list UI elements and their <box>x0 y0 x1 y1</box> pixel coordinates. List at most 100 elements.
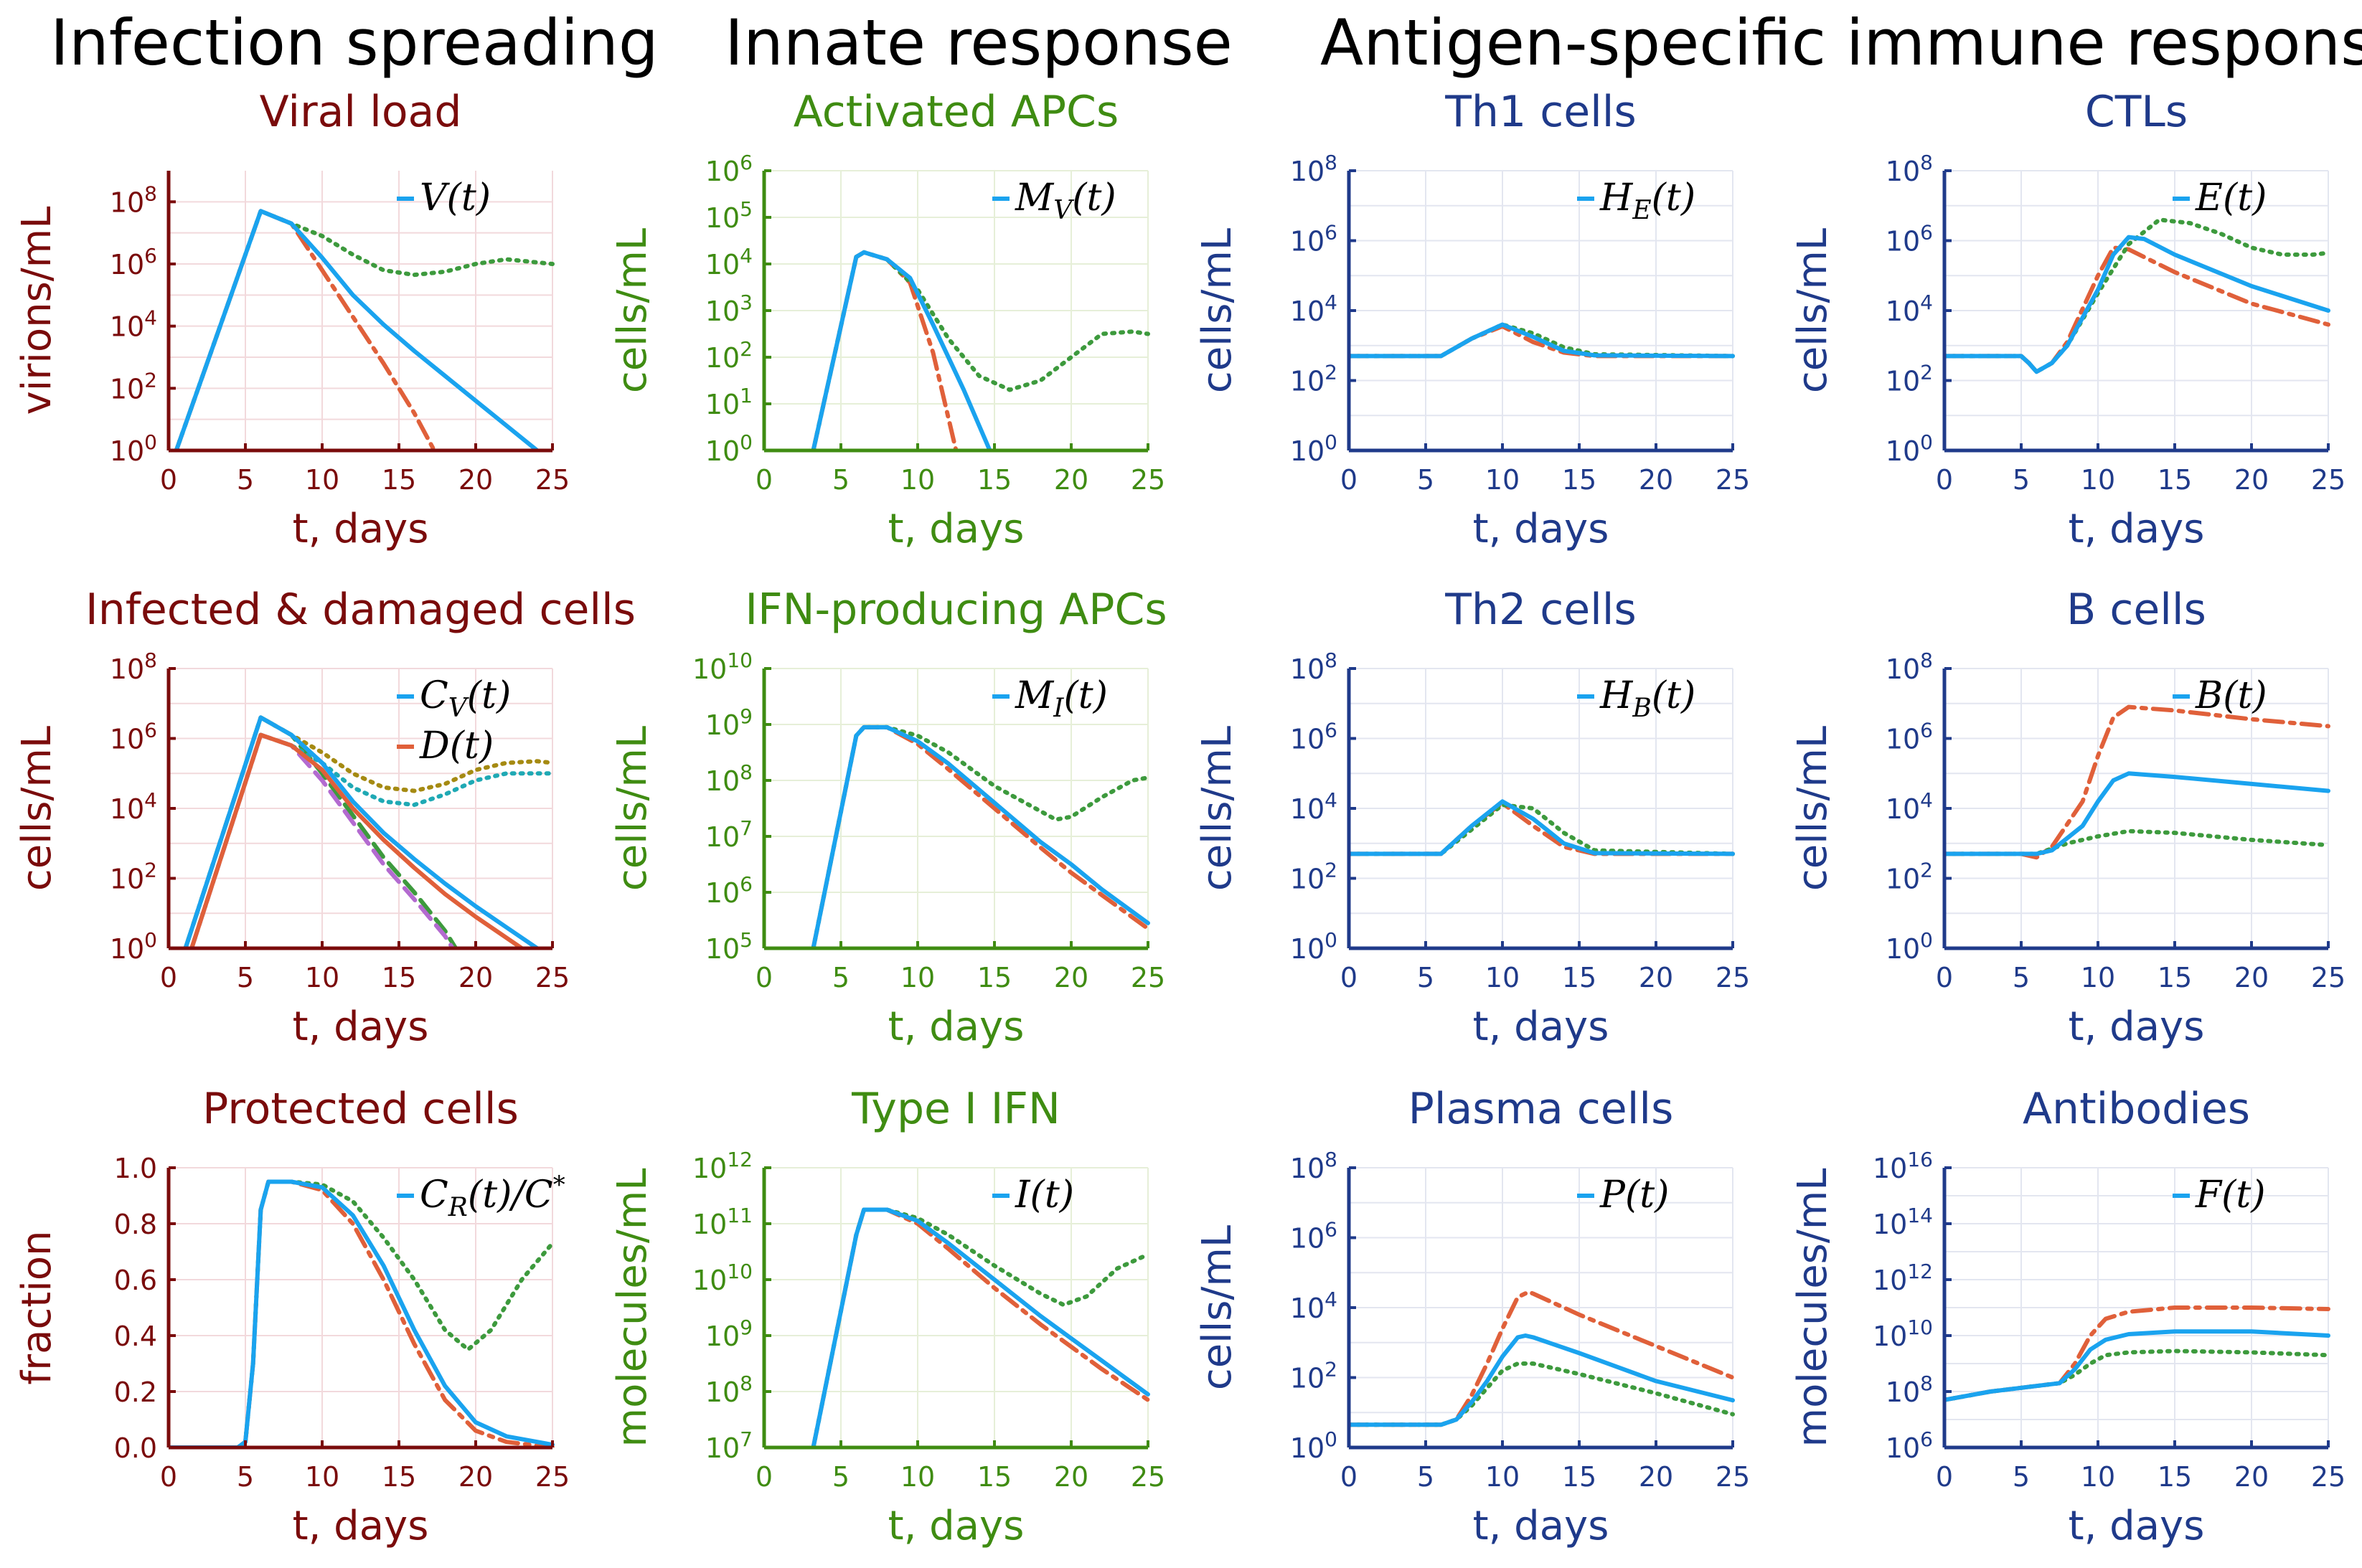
y-tick-label: 1012 <box>1873 1260 1933 1296</box>
x-tick-label: 20 <box>1639 962 1673 993</box>
legend-label: D(t) <box>419 724 494 768</box>
y-tick-label: 102 <box>110 859 157 895</box>
y-tick-label: 106 <box>1886 1427 1933 1464</box>
x-tick-label: 15 <box>977 962 1012 993</box>
y-tick-label: 108 <box>1886 648 1933 685</box>
header-antigen-specific: Antigen-specific immune response <box>1320 6 2362 80</box>
series-line-dotted_olive <box>183 715 555 948</box>
y-tick-label: 102 <box>1290 1358 1337 1394</box>
x-tick-label: 25 <box>1131 1461 1165 1493</box>
x-tick-label: 5 <box>832 1461 850 1493</box>
series-line-solid <box>169 1179 555 1447</box>
y-tick-label: 1.0 <box>114 1153 157 1184</box>
x-tick-label: 25 <box>2311 1461 2345 1493</box>
chart-title: IFN-producing APCs <box>745 585 1167 635</box>
y-tick-label: 1014 <box>1873 1204 1933 1240</box>
y-tick-label: 102 <box>705 337 753 374</box>
header-infection-spreading: Infection spreading <box>50 6 659 80</box>
legend-label: MI(t) <box>1015 674 1108 723</box>
chart-title: B cells <box>2066 585 2206 635</box>
series-line-solid <box>1944 771 2330 856</box>
series-line-solid <box>811 724 1150 948</box>
series-line-solid <box>1349 322 1735 359</box>
chart-title: Activated APCs <box>794 87 1119 137</box>
x-tick-label: 25 <box>2311 464 2345 496</box>
x-tick-label: 10 <box>305 962 339 993</box>
y-axis-label: cells/mL <box>1194 1225 1241 1390</box>
x-tick-label: 0 <box>1936 1461 1953 1493</box>
series-line-dotted <box>811 250 1150 450</box>
chart-title: Th2 cells <box>1444 585 1636 635</box>
y-tick-label: 107 <box>705 816 753 853</box>
x-tick-label: 15 <box>1562 962 1596 993</box>
y-tick-label: 104 <box>1290 291 1337 327</box>
y-tick-label: 106 <box>110 244 157 280</box>
chart-title: Antibodies <box>2023 1084 2250 1134</box>
series-line-solid <box>1349 799 1735 856</box>
x-tick-label: 10 <box>305 464 339 496</box>
y-tick-label: 108 <box>110 648 157 685</box>
series-line-solid <box>174 209 540 450</box>
chart-title: Viral load <box>260 87 462 137</box>
legend-label: CR(t)/C* <box>420 1171 565 1222</box>
x-axis-label: t, days <box>1473 506 1609 552</box>
x-tick-label: 20 <box>1639 464 1673 496</box>
series-line-solid <box>1944 235 2330 374</box>
y-tick-label: 101 <box>705 384 753 420</box>
y-tick-label: 106 <box>1886 221 1933 258</box>
y-tick-label: 1010 <box>1873 1316 1933 1352</box>
chart-title: Type I IFN <box>851 1084 1060 1134</box>
x-tick-label: 25 <box>1716 962 1750 993</box>
y-tick-label: 0.0 <box>114 1432 157 1464</box>
x-tick-label: 25 <box>1716 464 1750 496</box>
x-tick-label: 25 <box>535 962 570 993</box>
y-tick-label: 1016 <box>1873 1148 1933 1184</box>
x-axis-label: t, days <box>293 1503 429 1549</box>
y-tick-label: 0.8 <box>114 1209 157 1240</box>
legend-label: HB(t) <box>1599 674 1695 723</box>
y-axis-label: cells/mL <box>1194 228 1241 393</box>
x-tick-label: 5 <box>2013 464 2030 496</box>
chart-type-i-ifn: Type I IFN 0 5 10 15 20 25 107 108 109 1010 1011 101… <box>609 1084 1165 1549</box>
y-tick-label: 1010 <box>692 648 753 685</box>
x-tick-label: 5 <box>237 1461 254 1493</box>
x-tick-label: 5 <box>832 962 850 993</box>
y-tick-label: 102 <box>1886 859 1933 895</box>
y-tick-label: 108 <box>1886 151 1933 187</box>
chart-ctls: CTLs 0 5 10 15 20 25 100 102 104 106 108 t, days cell… <box>1789 87 2345 552</box>
x-tick-label: 10 <box>1485 1461 1520 1493</box>
series-line-solid-orange <box>189 732 524 948</box>
chart-th2-cells: Th2 cells 0 5 10 15 20 25 100 102 104 106 108 t, day… <box>1194 585 1750 1050</box>
y-tick-label: 108 <box>705 1371 753 1408</box>
y-tick-label: 106 <box>1290 221 1337 258</box>
chart-th1-cells: Th1 cells 0 5 10 15 20 25 100 102 104 106 108 t, day… <box>1194 87 1750 552</box>
x-tick-label: 15 <box>977 1461 1012 1493</box>
x-tick-label: 0 <box>160 962 177 993</box>
x-tick-label: 0 <box>160 464 177 496</box>
series-line-dotted <box>1944 828 2330 856</box>
legend-label: V(t) <box>420 176 491 219</box>
x-tick-label: 15 <box>2158 962 2192 993</box>
legend-label: F(t) <box>2195 1173 2266 1217</box>
series-line-dotted <box>811 1207 1150 1447</box>
legend-label: B(t) <box>2195 674 2267 717</box>
y-tick-label: 1011 <box>692 1204 753 1240</box>
chart-title: CTLs <box>2085 87 2188 137</box>
legend-label: I(t) <box>1015 1173 1074 1217</box>
x-tick-label: 5 <box>1417 962 1434 993</box>
y-axis-label: cells/mL <box>14 726 60 891</box>
x-tick-label: 20 <box>1054 464 1088 496</box>
chart-title: Plasma cells <box>1408 1084 1674 1134</box>
x-tick-label: 20 <box>1639 1461 1673 1493</box>
y-tick-label: 104 <box>1886 291 1933 327</box>
y-tick-label: 100 <box>1290 430 1337 467</box>
chart-ifn-producing-apcs: IFN-producing APCs 0 5 10 15 20 25 105 106 107 108… <box>609 585 1167 1050</box>
series-line-dashdot <box>811 724 1150 948</box>
x-tick-label: 20 <box>2234 962 2269 993</box>
x-tick-label: 20 <box>458 1461 493 1493</box>
y-tick-label: 108 <box>110 181 157 218</box>
x-tick-label: 5 <box>1417 1461 1434 1493</box>
y-axis-label: cells/mL <box>609 228 656 393</box>
x-tick-label: 25 <box>2311 962 2345 993</box>
